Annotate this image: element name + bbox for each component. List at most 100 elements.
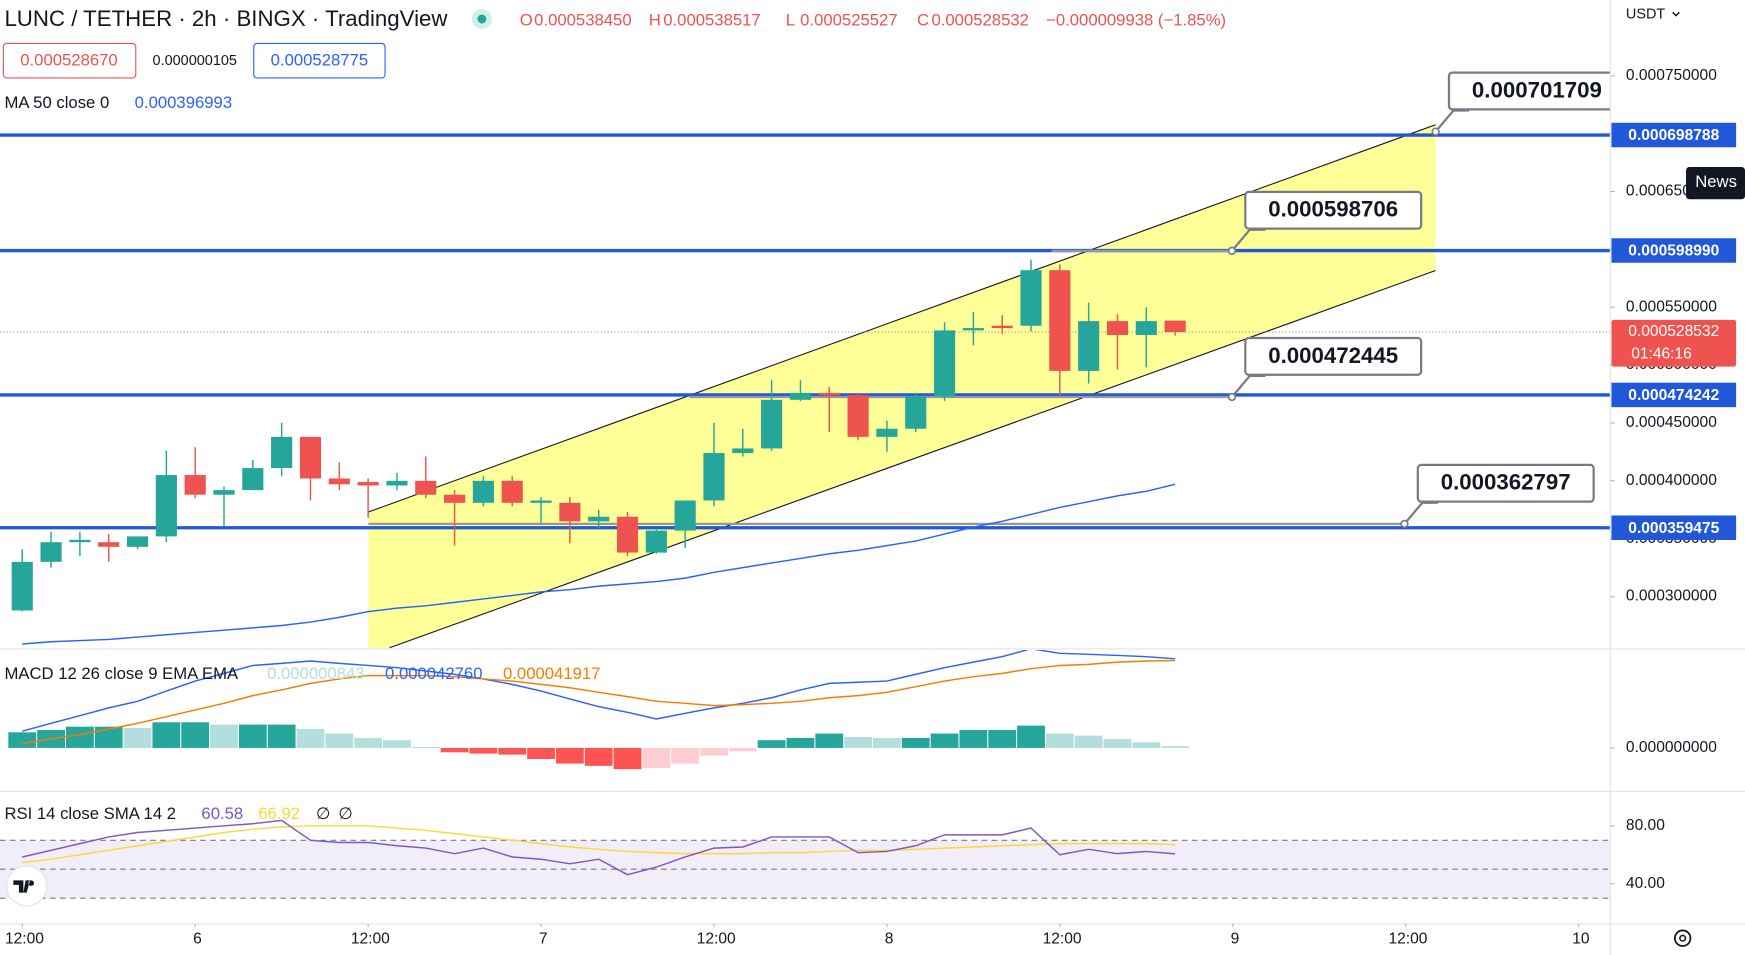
channel-upper (368, 124, 1436, 513)
candle-body (184, 475, 206, 495)
news-button[interactable] (1686, 167, 1745, 200)
callout-box (1447, 71, 1611, 111)
histogram-bar (383, 740, 411, 748)
last-price-label: 0.000528532 (1628, 323, 1719, 340)
histogram-bar (123, 727, 152, 748)
candle-body (703, 453, 725, 501)
ohlc-key: C (917, 11, 929, 30)
histogram-bar (238, 724, 267, 748)
candle-body (674, 500, 696, 531)
rsi-value: 60.58 (201, 804, 243, 823)
ohlc-value: 0.000538450 (534, 11, 631, 30)
y-tick-label: 0.000300000 (1626, 588, 1717, 605)
level-axis-box (1611, 382, 1737, 408)
histogram-bar (959, 730, 988, 748)
macd-value: 0.000042760 (385, 664, 482, 683)
candle-body (789, 392, 812, 400)
histogram-bar (613, 747, 642, 770)
callout-label: 0.000701709 (1472, 77, 1602, 102)
signal-value: 0.000041917 (503, 664, 600, 683)
change: −0.000009938 (−1.85%) (1046, 11, 1226, 30)
sma-value: 66.92 (258, 804, 300, 823)
status-dot (477, 14, 487, 24)
candle-body (645, 530, 667, 553)
candle-body (991, 325, 1013, 329)
candle-body (962, 328, 984, 331)
bid-box[interactable] (2, 42, 137, 79)
candle-body (299, 436, 322, 479)
candle-body (1106, 321, 1129, 336)
rsi-extra: ∅ (316, 804, 331, 823)
y-tick-label: 0.000400000 (1626, 472, 1717, 489)
ohlc-value: 0.000538517 (663, 11, 760, 30)
macd-pane (8, 649, 1190, 770)
candle-body (1020, 270, 1042, 326)
callout-anchor (1431, 127, 1440, 136)
candle-body (501, 480, 523, 503)
candle-body (588, 516, 610, 522)
logo-mark (13, 880, 34, 893)
spread: 0.000000105 (153, 53, 237, 69)
histogram-bar (642, 747, 671, 768)
level-axis-label: 0.000698788 (1628, 127, 1719, 144)
y-tick-label: 0.000550000 (1626, 298, 1717, 315)
histogram-bar (1017, 725, 1045, 748)
candle-body (732, 448, 754, 454)
x-tick-label: 12:00 (1043, 930, 1082, 947)
candle-body (98, 542, 120, 547)
candle-body (271, 436, 293, 469)
level-axis-box (1611, 515, 1737, 540)
callout-label: 0.000472445 (1268, 343, 1398, 368)
bid: 0.000528670 (20, 51, 117, 70)
histogram-bar (1161, 746, 1190, 748)
price-pane: 0.000701709 0.000598706 0.000472445 0.00036… (0, 71, 1611, 649)
callout-box (1244, 190, 1423, 230)
histogram-bar (1103, 738, 1132, 748)
histogram-bar (872, 737, 901, 748)
currency-menu[interactable]: USDT (1626, 6, 1666, 22)
histogram-bar (555, 747, 584, 764)
candle-body (876, 428, 898, 437)
countdown: 01:46:16 (1631, 345, 1692, 362)
histogram-bar (671, 747, 700, 764)
histogram-bar (930, 733, 959, 748)
callout-label: 0.000362797 (1441, 470, 1571, 495)
callout-anchor (1400, 519, 1409, 529)
sma-line (22, 825, 1176, 864)
news-label: News (1695, 172, 1737, 191)
y-tick-label: 0.000000000 (1626, 739, 1717, 756)
histogram-bar (411, 746, 440, 748)
candle-body (530, 500, 552, 503)
callout-box (1416, 463, 1595, 503)
x-tick-label: 12:00 (697, 930, 736, 947)
candle-body (818, 392, 840, 396)
histogram-bar (65, 726, 94, 748)
ask-box[interactable] (253, 42, 386, 79)
candle-body (1135, 321, 1157, 336)
symbol-title: LUNC / TETHER · 2h · BINGX · TradingView (4, 6, 448, 31)
histogram-bar (94, 726, 123, 748)
candle-body (242, 468, 264, 491)
level-axis-label: 0.000359475 (1628, 520, 1719, 537)
histogram-bar (786, 737, 815, 748)
histogram-bar (8, 732, 37, 748)
level-axis-box (1611, 238, 1737, 263)
candle-body (155, 475, 177, 537)
histogram-bar (901, 737, 930, 748)
rsi-extra: ∅ (338, 804, 353, 823)
histogram-bar (988, 730, 1017, 748)
ohlc-value: 0.000525527 (800, 11, 897, 30)
last-price-box (1611, 319, 1737, 367)
callout-pointer (1231, 228, 1266, 252)
callout-anchor (1227, 392, 1237, 402)
ma-legend: MA 50 close 0 (4, 93, 109, 112)
macd-hist-value: 0.000000843 (267, 664, 364, 683)
y-tick-label: 0.000450000 (1626, 414, 1717, 431)
candle-body (40, 542, 62, 562)
candle-body (386, 480, 408, 486)
rsi-title: RSI 14 close SMA 14 2 (4, 804, 176, 823)
candle-body (11, 561, 33, 611)
settings-icon[interactable] (1673, 929, 1692, 947)
candle-body (905, 396, 927, 429)
x-tick-label: 12:00 (351, 930, 390, 947)
